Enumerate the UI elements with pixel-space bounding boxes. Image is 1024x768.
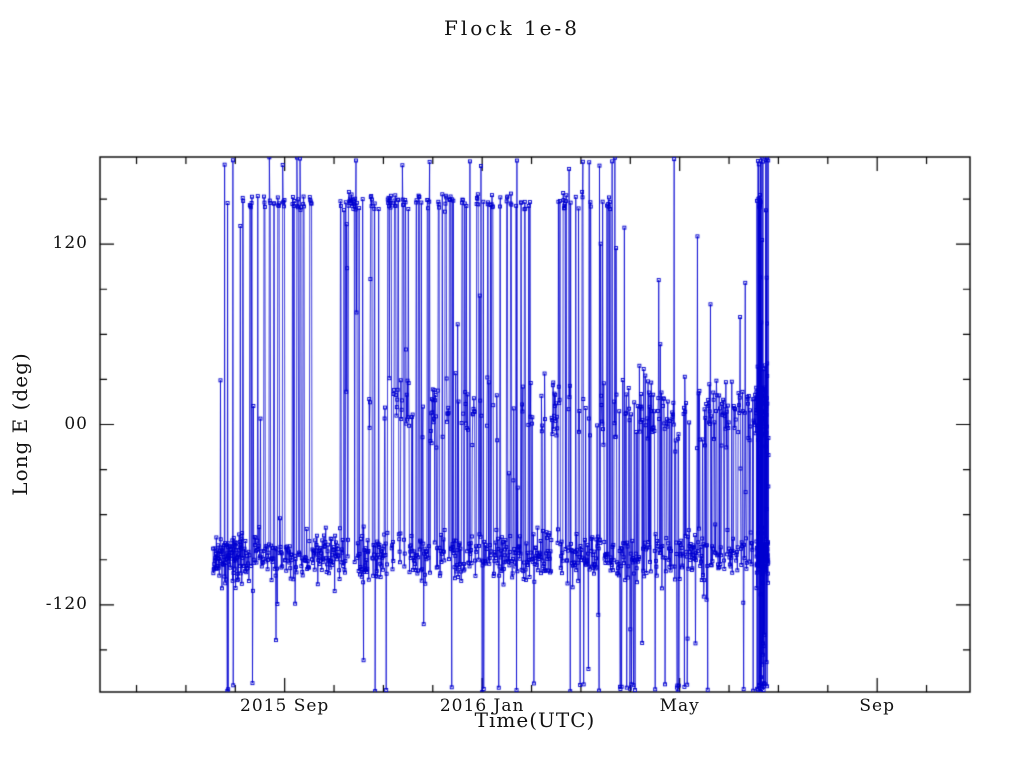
y-tick-label: 00 [64, 413, 88, 434]
chart-title: Flock 1e-8 [443, 16, 581, 40]
x-tick-label: May [659, 696, 700, 716]
x-axis-title: Time(UTC) [474, 708, 596, 732]
x-tick-label: 2015 Sep [240, 696, 330, 716]
x-tick-label: 2016 Jan [439, 696, 525, 716]
y-tick-label: 120 [52, 233, 88, 254]
y-tick-label: -120 [45, 593, 88, 614]
x-tick-label: Sep [859, 696, 895, 716]
